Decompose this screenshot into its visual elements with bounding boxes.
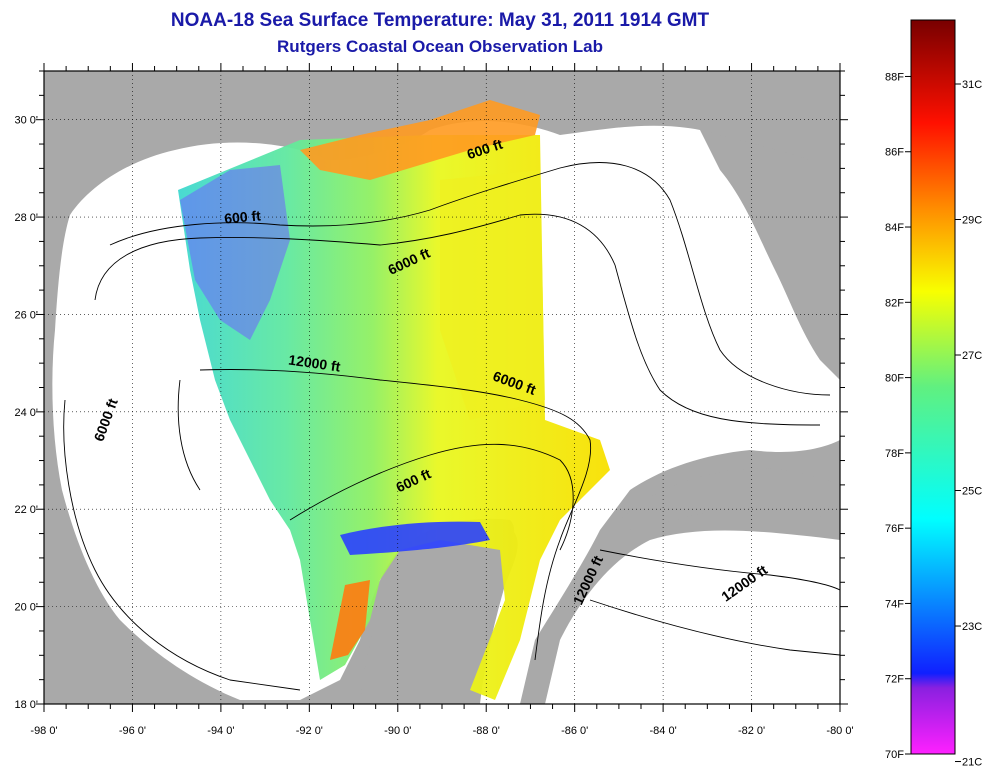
c-tick-label: 27C bbox=[962, 350, 982, 362]
lat-tick-label: 28 0' bbox=[14, 212, 38, 224]
c-tick-label: 29C bbox=[962, 214, 982, 226]
lat-tick-label: 24 0' bbox=[14, 407, 38, 419]
lon-tick-label: -86 0' bbox=[561, 725, 588, 737]
lon-tick-label: -96 0' bbox=[119, 725, 146, 737]
lon-tick-label: -82 0' bbox=[738, 725, 765, 737]
c-tick-label: 25C bbox=[962, 486, 982, 498]
lon-tick-label: -92 0' bbox=[296, 725, 323, 737]
lat-tick-label: 26 0' bbox=[14, 309, 38, 321]
lat-tick-label: 22 0' bbox=[14, 504, 38, 516]
c-tick-label: 23C bbox=[962, 621, 982, 633]
f-tick-label: 70F bbox=[885, 749, 904, 761]
contour-label: 600 ft bbox=[224, 207, 262, 226]
f-tick-label: 74F bbox=[885, 598, 904, 610]
f-tick-label: 72F bbox=[885, 674, 904, 686]
c-tick-label: 31C bbox=[962, 79, 982, 91]
lon-tick-label: -94 0' bbox=[207, 725, 234, 737]
lon-tick-label: -88 0' bbox=[473, 725, 500, 737]
f-tick-label: 80F bbox=[885, 373, 904, 385]
f-tick-label: 78F bbox=[885, 448, 904, 460]
f-tick-label: 84F bbox=[885, 222, 904, 234]
lat-tick-label: 20 0' bbox=[14, 602, 38, 614]
lon-tick-label: -90 0' bbox=[384, 725, 411, 737]
lat-tick-label: 18 0' bbox=[14, 699, 38, 711]
f-tick-label: 88F bbox=[885, 71, 904, 83]
f-tick-label: 86F bbox=[885, 147, 904, 159]
f-tick-label: 76F bbox=[885, 523, 904, 535]
lon-tick-label: -84 0' bbox=[650, 725, 677, 737]
lat-tick-label: 30 0' bbox=[14, 115, 38, 127]
c-tick-label: 21C bbox=[962, 757, 982, 769]
colorbar bbox=[911, 20, 955, 754]
lon-tick-label: -98 0' bbox=[30, 725, 57, 737]
f-tick-label: 82F bbox=[885, 297, 904, 309]
lon-tick-label: -80 0' bbox=[826, 725, 853, 737]
